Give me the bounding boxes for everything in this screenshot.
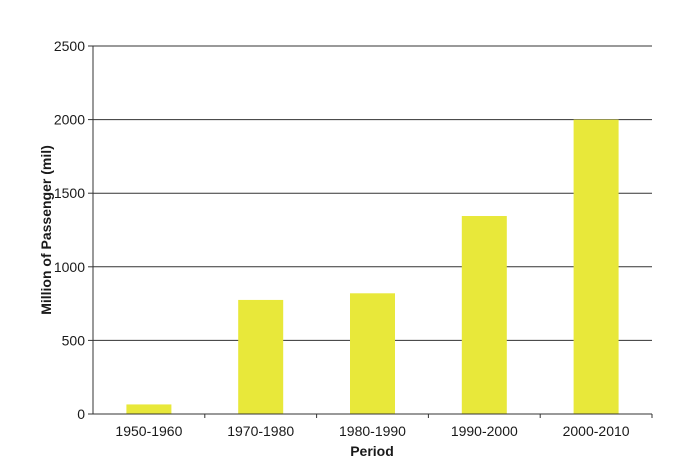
y-tick-label: 1000 [54, 259, 85, 275]
y-tick-label: 2000 [54, 112, 85, 128]
x-tick-labels: 1950-1960 1970-1980 1980-1990 1990-2000 2000… [115, 423, 629, 439]
x-tick-label: 1970-1980 [227, 423, 294, 439]
y-tick-labels: 0 500 1000 1500 2000 2500 [54, 38, 85, 422]
y-tick-label: 500 [62, 332, 86, 348]
axes [88, 45, 653, 418]
y-tick-label: 0 [77, 406, 85, 422]
bar [238, 299, 284, 414]
x-tick-label: 1990-2000 [451, 423, 518, 439]
x-axis-label: Period [350, 443, 394, 459]
y-axis-label: Million of Passenger (mil) [38, 145, 54, 315]
bar [350, 293, 395, 414]
bar [573, 119, 619, 414]
x-tick-label: 1950-1960 [115, 423, 182, 439]
x-tick-label: 2000-2010 [563, 423, 630, 439]
y-tick-label: 2500 [54, 38, 85, 54]
bar [461, 216, 507, 414]
bar [126, 404, 172, 414]
y-tick-label: 1500 [54, 185, 85, 201]
bars [126, 119, 619, 414]
gridlines [93, 45, 652, 341]
x-tick-label: 1980-1990 [339, 423, 406, 439]
